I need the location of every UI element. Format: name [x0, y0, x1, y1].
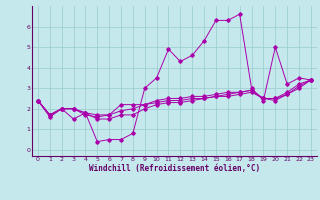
X-axis label: Windchill (Refroidissement éolien,°C): Windchill (Refroidissement éolien,°C): [89, 164, 260, 173]
